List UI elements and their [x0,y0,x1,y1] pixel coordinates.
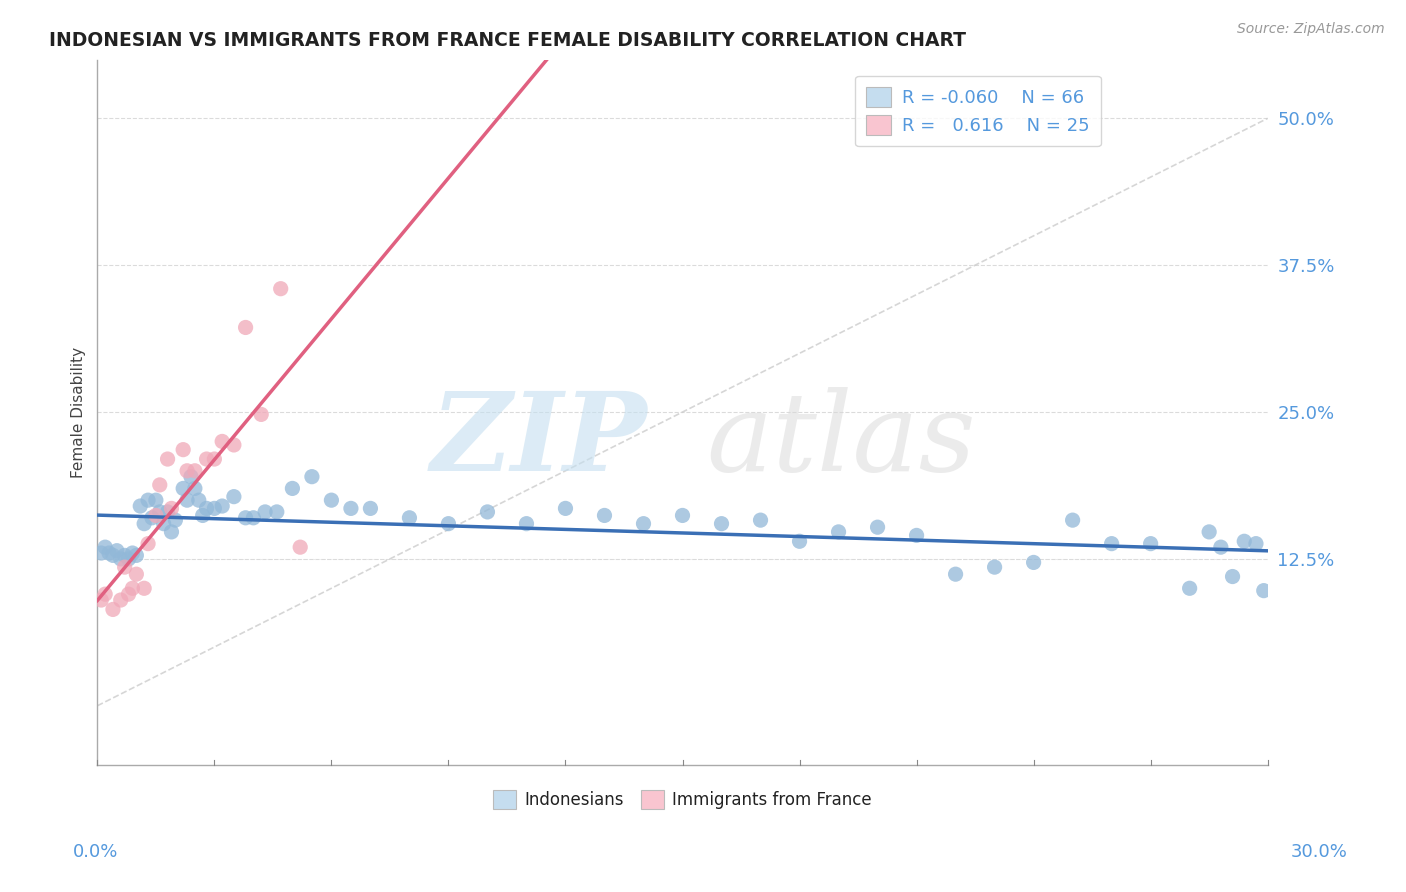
Point [321,493,343,508]
Point [1198,524,1220,539]
Point [1253,583,1275,598]
Text: atlas: atlas [706,386,976,494]
Text: Source: ZipAtlas.com: Source: ZipAtlas.com [1237,22,1385,37]
Point [1244,536,1267,550]
Point [152,516,174,531]
Point [633,516,655,531]
Point [1022,556,1045,570]
Legend: Indonesians, Immigrants from France: Indonesians, Immigrants from France [486,783,879,816]
Point [141,510,163,524]
Point [359,501,381,516]
Point [94,587,117,601]
Point [266,505,288,519]
Point [222,490,245,504]
Point [114,549,136,563]
Point [222,438,245,452]
Point [789,534,811,549]
Point [156,505,179,519]
Point [125,549,148,563]
Point [437,516,460,531]
Y-axis label: Female Disability: Female Disability [72,346,86,477]
Point [176,464,198,478]
Point [398,510,420,524]
Point [134,516,156,531]
Point [134,582,156,596]
Point [301,469,323,483]
Point [235,320,257,334]
Point [125,567,148,582]
Point [1139,536,1161,550]
Point [121,582,143,596]
Point [1178,582,1201,596]
Point [172,482,194,496]
Point [101,549,124,563]
Point [184,482,207,496]
Point [202,452,225,467]
Point [554,501,576,516]
Point [136,536,159,550]
Point [187,493,209,508]
Point [749,513,772,527]
Point [827,524,849,539]
Point [117,552,139,566]
Point [145,508,167,523]
Point [195,452,218,467]
Point [983,560,1005,574]
Point [180,469,202,483]
Point [90,593,112,607]
Point [905,528,928,542]
Point [160,501,183,516]
Point [195,501,218,516]
Point [211,434,233,449]
Point [1233,534,1256,549]
Point [945,567,967,582]
Point [515,516,537,531]
Point [136,493,159,508]
Text: INDONESIAN VS IMMIGRANTS FROM FRANCE FEMALE DISABILITY CORRELATION CHART: INDONESIAN VS IMMIGRANTS FROM FRANCE FEM… [49,31,966,50]
Point [866,520,889,534]
Point [176,493,198,508]
Point [242,510,264,524]
Point [160,524,183,539]
Point [477,505,499,519]
Point [105,543,128,558]
Text: 0.0%: 0.0% [73,843,118,861]
Point [94,540,117,554]
Point [202,501,225,516]
Point [1222,569,1244,583]
Point [129,499,152,513]
Point [110,552,132,566]
Point [211,499,233,513]
Point [149,478,172,492]
Point [593,508,616,523]
Point [710,516,733,531]
Point [165,513,187,527]
Point [1062,513,1084,527]
Text: ZIP: ZIP [430,386,647,494]
Point [254,505,277,519]
Point [98,546,121,560]
Point [117,587,139,601]
Point [1209,540,1232,554]
Text: 30.0%: 30.0% [1291,843,1347,861]
Point [184,464,207,478]
Point [1101,536,1123,550]
Point [235,510,257,524]
Point [156,452,179,467]
Point [172,442,194,457]
Point [114,560,136,574]
Point [250,408,273,422]
Point [121,546,143,560]
Point [90,546,112,560]
Point [270,282,292,296]
Point [671,508,693,523]
Point [101,602,124,616]
Point [149,505,172,519]
Point [290,540,312,554]
Point [281,482,304,496]
Point [145,493,167,508]
Point [191,508,214,523]
Point [110,593,132,607]
Point [340,501,363,516]
